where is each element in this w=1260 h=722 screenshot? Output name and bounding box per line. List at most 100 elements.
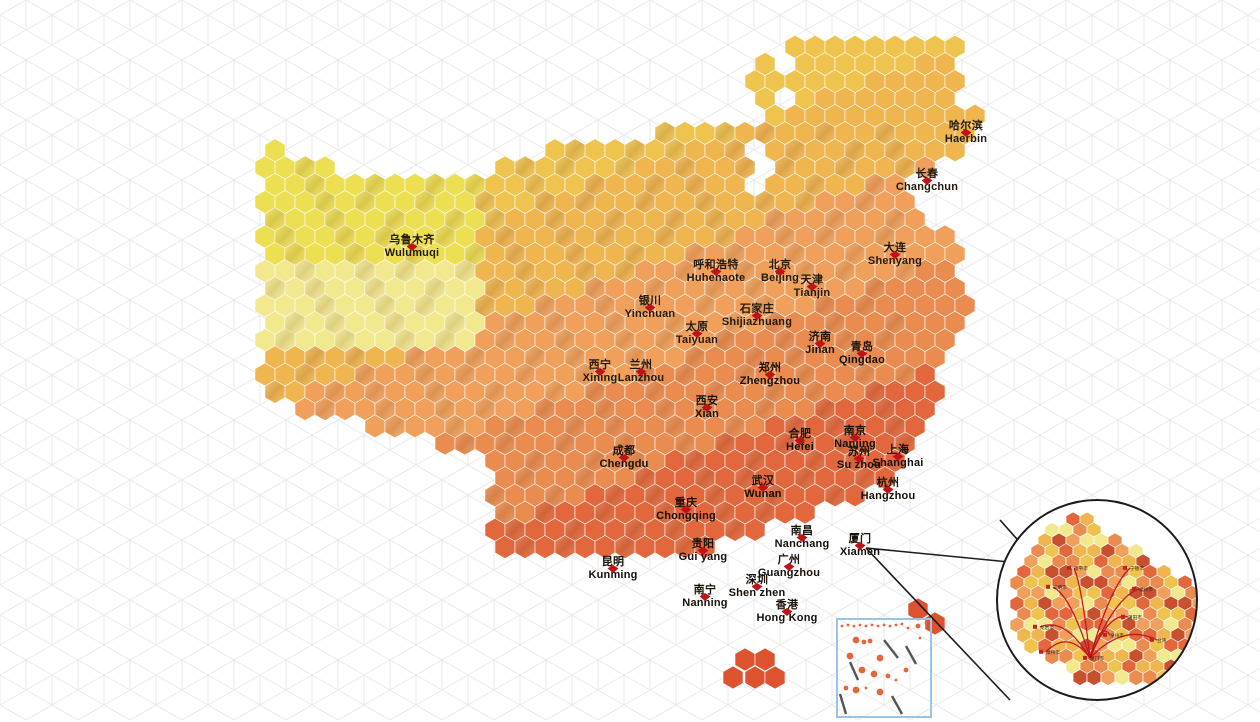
city-label-huhehaote[interactable]: 呼和浩特 Huhehaote <box>687 260 746 284</box>
inset-node-label: 宁德市 <box>1130 565 1144 572</box>
city-marker-diamond-icon <box>794 437 806 445</box>
island-dot <box>903 667 909 673</box>
city-name-cn: 南京 <box>843 425 867 437</box>
city-name-cn: 郑州 <box>758 362 782 374</box>
inset-hex-tile <box>1100 669 1116 686</box>
city-label-qingdao[interactable]: 青岛 Qingdao <box>839 342 885 366</box>
city-name-cn: 银川 <box>638 295 662 307</box>
city-marker-diamond-icon <box>774 268 786 276</box>
island-dot <box>843 685 849 691</box>
city-marker-diamond-icon <box>751 583 763 591</box>
city-name-pinyin: Wulumuqi <box>384 247 440 259</box>
island-dot <box>876 654 884 662</box>
city-label-shenyang[interactable]: 大连 Shenyang <box>868 243 922 267</box>
inset-flow-arc <box>1089 630 1111 659</box>
city-marker-diamond-icon <box>618 454 630 462</box>
city-name-pinyin: Hefei <box>786 441 814 453</box>
inset-node-marker-icon <box>1083 655 1087 660</box>
city-name-cn: 厦门 <box>848 533 872 545</box>
city-label-shen-zhen[interactable]: 深圳 Shen zhen <box>729 575 786 599</box>
city-name-pinyin: Lanzhou <box>617 372 665 384</box>
city-label-lanzhou[interactable]: 兰州 Lanzhou <box>618 360 665 384</box>
city-label-xining[interactable]: 西宁 Xining <box>583 360 618 384</box>
city-label-xiamen[interactable]: 厦门 Xiamen <box>840 534 880 558</box>
inset-node-marker-icon <box>1033 624 1037 629</box>
city-label-nanjing[interactable]: 南京 Nanjing <box>834 426 876 450</box>
city-marker-diamond-icon <box>699 593 711 601</box>
city-marker-diamond-icon <box>644 304 656 312</box>
city-marker-diamond-icon <box>701 404 713 412</box>
city-name-cn: 南宁 <box>693 584 717 596</box>
city-name-cn: 天津 <box>800 274 824 286</box>
city-name-pinyin: Taiyuan <box>675 334 719 346</box>
city-label-nanning[interactable]: 南宁 Nanning <box>682 585 727 609</box>
island-dot <box>858 666 866 674</box>
inset-node-label: 福州市 <box>1139 586 1153 593</box>
inset-hex-tile <box>1023 637 1039 655</box>
city-name-pinyin: Nanjing <box>834 438 876 450</box>
city-label-chengdu[interactable]: 成都 Chengdu <box>599 446 648 470</box>
inset-node-label: 厦门市 <box>1090 655 1104 662</box>
south-sea-islands-inset <box>836 618 932 718</box>
city-label-shanghai[interactable]: 上海 Shanghai <box>872 445 923 469</box>
city-marker-diamond-icon <box>783 563 795 571</box>
island-dash <box>838 693 848 715</box>
city-name-cn: 香港 <box>775 599 799 611</box>
city-label-chongqing[interactable]: 重庆 Chongqing <box>656 498 716 522</box>
city-name-pinyin: Chengdu <box>599 458 649 470</box>
city-name-cn: 武汉 <box>751 475 775 487</box>
island-dot <box>876 624 880 628</box>
city-name-cn: 长春 <box>915 168 939 180</box>
city-name-pinyin: Xining <box>582 372 618 384</box>
inset-flow-arc <box>1045 641 1091 659</box>
city-marker-diamond-icon <box>691 330 703 338</box>
city-label-zhengzhou[interactable]: 郑州 Zhengzhou <box>740 363 800 387</box>
city-label-haerbin[interactable]: 哈尔滨 Haerbin <box>945 121 987 145</box>
inset-hex-tile <box>1114 669 1130 686</box>
city-name-pinyin: Hong Kong <box>756 612 818 624</box>
island-dash <box>883 639 899 659</box>
city-label-hong-kong[interactable]: 香港 Hong Kong <box>756 600 817 624</box>
island-dot <box>846 623 850 627</box>
city-label-taiyuan[interactable]: 太原 Taiyuan <box>676 322 718 346</box>
city-marker-diamond-icon <box>854 542 866 550</box>
city-name-cn: 西宁 <box>588 359 612 371</box>
inset-flow-arc <box>1073 567 1091 659</box>
city-label-shijiazhuang[interactable]: 石家庄 Shijiazhuang <box>722 304 792 328</box>
inset-node-label: 南平市 <box>1074 565 1088 572</box>
island-dot <box>852 636 860 644</box>
inset-hex-tile <box>1142 669 1158 686</box>
city-name-cn: 呼和浩特 <box>693 259 739 271</box>
city-name-pinyin: Nanchang <box>774 538 830 550</box>
city-label-hangzhou[interactable]: 杭州 Hangzhou <box>861 478 916 502</box>
city-label-beijing[interactable]: 北京 Beijing <box>761 260 799 284</box>
city-label-nanchang[interactable]: 南昌 Nanchang <box>775 526 830 550</box>
island-dot <box>840 624 844 628</box>
city-label-wulumuqi[interactable]: 乌鲁木齐 Wulumuqi <box>385 235 440 259</box>
city-name-cn: 上海 <box>886 444 910 456</box>
city-label-xian[interactable]: 西安 Xian <box>695 396 719 420</box>
city-label-tianjin[interactable]: 天津 Tianjin <box>794 275 831 299</box>
inset-flow-arc <box>1052 586 1091 659</box>
city-marker-diamond-icon <box>892 453 904 461</box>
inset-hex-tile <box>1072 669 1088 686</box>
city-label-yinchuan[interactable]: 银川 Yinchuan <box>625 296 676 320</box>
city-name-pinyin: Haerbin <box>944 133 988 145</box>
city-label-gui-yang[interactable]: 贵阳 Gui yang <box>679 539 728 563</box>
city-label-su-zhou[interactable]: 苏州 Su zhou <box>837 447 881 471</box>
city-label-hefei[interactable]: 合肥 Hefei <box>786 429 814 453</box>
city-label-wuhan[interactable]: 武汉 Wuhan <box>744 476 781 500</box>
city-label-kunming[interactable]: 昆明 Kunming <box>588 557 637 581</box>
city-label-guangzhou[interactable]: 广州 Guangzhou <box>758 555 820 579</box>
city-name-pinyin: Hangzhou <box>860 490 916 502</box>
city-label-changchun[interactable]: 长春 Changchun <box>896 169 958 193</box>
city-name-pinyin: Chongqing <box>656 510 716 522</box>
city-label-jinan[interactable]: 济南 Jinan <box>805 332 835 356</box>
island-dot <box>870 670 878 678</box>
island-dash <box>904 645 918 665</box>
inset-node-marker-icon <box>1150 637 1154 642</box>
city-name-pinyin: Shen zhen <box>728 587 786 599</box>
city-name-cn: 哈尔滨 <box>948 120 984 132</box>
